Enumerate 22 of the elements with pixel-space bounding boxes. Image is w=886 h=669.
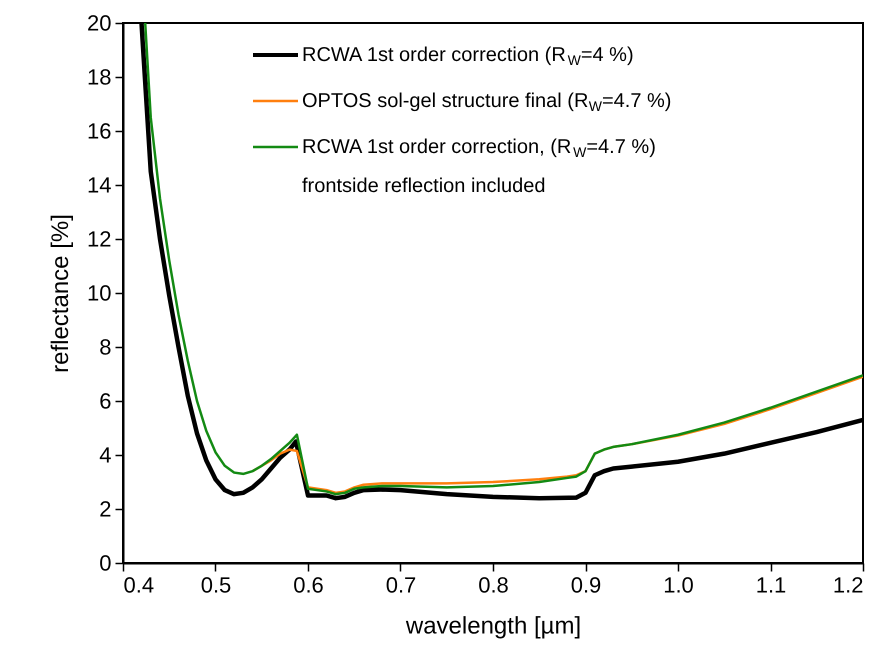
y-tick-label: 6 <box>99 388 112 414</box>
x-tick-label: 1.1 <box>756 572 786 598</box>
y-tick-label: 4 <box>99 442 112 468</box>
y-tick-label: 14 <box>87 172 112 198</box>
x-tick-label: 0.8 <box>478 572 509 598</box>
x-tick-label: 0.5 <box>200 572 232 598</box>
y-tick-label: 18 <box>87 64 112 90</box>
x-tick-label: 0.7 <box>386 572 416 598</box>
y-tick-label: 2 <box>99 496 112 522</box>
y-axis-title: reflectance [%] <box>47 214 74 373</box>
x-axis-title: wavelength [µm] <box>404 612 582 640</box>
x-tick-label: 0.6 <box>293 572 324 598</box>
y-tick-label: 8 <box>99 334 112 360</box>
x-tick-label: 0.9 <box>570 572 602 598</box>
y-tick-label: 0 <box>99 550 112 576</box>
y-tick-label: 20 <box>87 10 112 36</box>
x-tick-label: 1.2 <box>832 572 864 598</box>
y-tick-label: 12 <box>87 226 112 252</box>
y-tick-label: 10 <box>87 280 112 306</box>
x-tick-label: 1.0 <box>663 572 694 598</box>
x-tick-label: 0.4 <box>124 572 154 598</box>
y-tick-label: 16 <box>87 118 112 144</box>
